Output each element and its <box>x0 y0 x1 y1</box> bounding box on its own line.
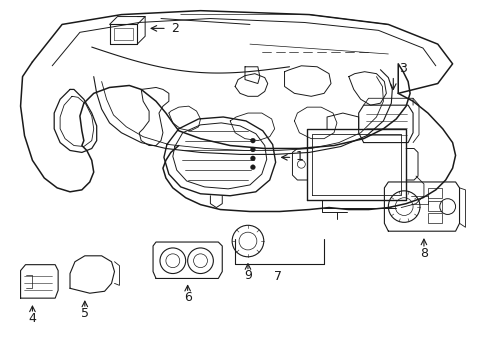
Text: 2: 2 <box>170 22 178 35</box>
Text: 9: 9 <box>244 269 251 283</box>
Circle shape <box>250 147 255 152</box>
Text: 5: 5 <box>81 307 89 320</box>
Text: 8: 8 <box>419 247 427 260</box>
Text: 7: 7 <box>273 270 281 283</box>
Circle shape <box>250 156 255 161</box>
Text: 3: 3 <box>398 62 407 75</box>
Text: 4: 4 <box>28 312 36 325</box>
Circle shape <box>250 138 255 143</box>
Text: 6: 6 <box>183 291 191 304</box>
Text: 1: 1 <box>295 150 303 163</box>
Circle shape <box>250 165 255 170</box>
